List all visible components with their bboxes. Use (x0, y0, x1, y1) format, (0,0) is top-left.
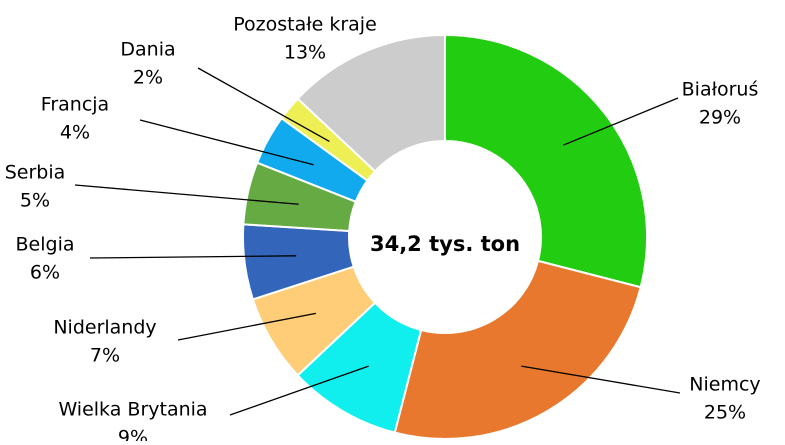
slice-value-label: 13% (284, 42, 326, 64)
leader-line (139, 119, 314, 166)
slice-value-label: 2% (133, 67, 163, 89)
leader-line (74, 184, 299, 205)
slice-label: Francja (41, 94, 109, 116)
leader-line (177, 312, 317, 341)
slice-value-label: 6% (30, 262, 60, 284)
slice-label: Niemcy (689, 374, 760, 396)
slice-label: Belgia (16, 234, 75, 256)
slice-value-label: 5% (20, 190, 50, 212)
leader-line (229, 365, 369, 416)
donut-slice (296, 33, 446, 173)
leader-line (89, 255, 297, 259)
slice-label: Wielka Brytania (58, 399, 207, 421)
slice-label: Białoruś (682, 79, 759, 101)
slice-value-label: 7% (90, 345, 120, 367)
leader-line (563, 97, 679, 146)
slice-label: Dania (120, 39, 175, 61)
slice-value-label: 29% (699, 107, 741, 129)
leader-line (197, 67, 330, 142)
center-label: 34,2 tys. ton (370, 232, 520, 256)
slice-value-label: 25% (704, 402, 746, 424)
donut-slice (393, 259, 642, 440)
slice-label: Pozostałe kraje (233, 14, 377, 36)
slice-value-label: 9% (118, 427, 148, 442)
slice-value-label: 4% (60, 122, 90, 144)
donut-slice (444, 33, 648, 289)
slice-label: Niderlandy (53, 317, 156, 339)
leader-line (521, 365, 681, 394)
slice-label: Serbia (5, 162, 66, 184)
